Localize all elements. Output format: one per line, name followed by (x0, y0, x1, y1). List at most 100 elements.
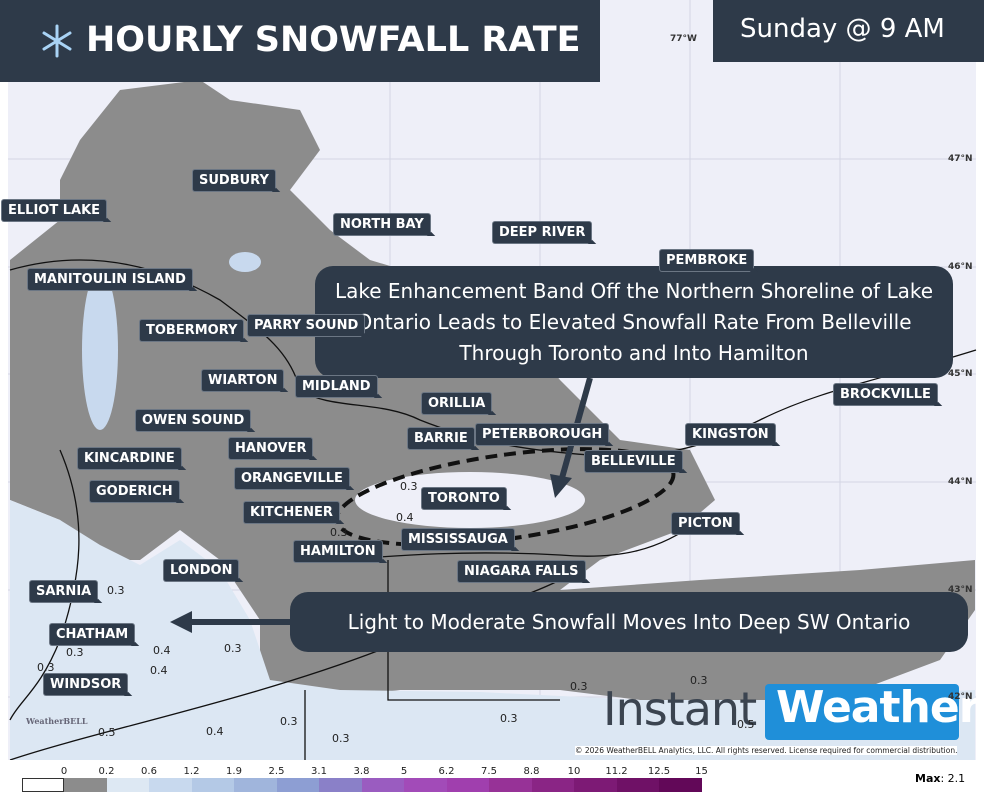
legend-tick-label: 0.6 (141, 766, 157, 777)
legend-tick-label: 0 (60, 766, 68, 777)
legend-swatch (489, 778, 532, 792)
map-value: 0.3 (690, 674, 708, 687)
city-label: WINDSOR (44, 674, 128, 695)
map-value: 0.3 (332, 732, 350, 745)
city-label: ELLIOT LAKE (2, 200, 107, 221)
legend-tick-label: 3.1 (311, 766, 327, 777)
legend-swatch (276, 778, 319, 792)
lake-band (229, 252, 261, 272)
legend-swatch (319, 778, 362, 792)
map-value: 0.4 (206, 725, 224, 738)
map-value: 0.3 (330, 526, 348, 539)
legend-tick-label: 3.8 (353, 766, 370, 777)
city-label: KITCHENER (244, 502, 339, 523)
map-value: 0.3 (570, 680, 588, 693)
city-label: PEMBROKE (660, 250, 754, 271)
city-label: GODERICH (90, 481, 179, 502)
legend-swatch (574, 778, 617, 792)
city-label: KINCARDINE (78, 448, 181, 469)
city-label: PICTON (672, 513, 739, 534)
legend-tick-label: 2.5 (268, 766, 285, 777)
city-label: HANOVER (229, 438, 313, 459)
legend-tick-label: 5 (400, 766, 408, 777)
legend-tick-label: 1.2 (183, 766, 200, 777)
legend-tick-label: 6.2 (438, 766, 455, 777)
legend-swatch (191, 778, 234, 792)
map-value: 0.3 (280, 715, 298, 728)
map-value: 0.3 (37, 661, 55, 674)
city-label: HAMILTON (294, 541, 382, 562)
city-label: ORILLIA (422, 393, 492, 414)
city-label: LONDON (164, 560, 239, 581)
grid-label: 42°N (948, 692, 973, 702)
grid-label: 45°N (948, 369, 973, 379)
title-box (0, 0, 600, 82)
map-value: 0.4 (396, 511, 414, 524)
small-logo: WeatherBELL (26, 716, 88, 726)
city-label: BARRIE (408, 428, 474, 449)
city-label: MIDLAND (296, 376, 377, 397)
legend-swatch (446, 778, 489, 792)
city-label: OWEN SOUND (136, 410, 251, 431)
max-readout: Max: 2.1 (915, 772, 965, 785)
snow-area-blue (10, 500, 975, 760)
city-label: NORTH BAY (334, 214, 430, 235)
legend-tick-label: 1.9 (226, 766, 242, 777)
legend-tick-label: 8.8 (523, 766, 540, 777)
city-label: ORANGEVILLE (235, 468, 349, 489)
map-value: 0.3 (400, 480, 418, 493)
legend-swatch (404, 778, 447, 792)
map-value: 0.3 (107, 584, 125, 597)
annotation: Light to Moderate Snowfall Moves Into De… (290, 592, 968, 652)
logo-text: Weather (776, 682, 980, 733)
map-value: 0.3 (66, 646, 84, 659)
legend-tick-label: 11.2 (605, 766, 628, 777)
legend-swatch (616, 778, 659, 792)
legend-tick-label: 12.5 (647, 766, 671, 777)
grid-label: 77°W (670, 34, 697, 44)
max-label: Max (915, 772, 941, 785)
legend-tick-label: 7.5 (481, 766, 497, 777)
legend-swatch (106, 778, 149, 792)
map-value: 0.3 (224, 642, 242, 655)
city-label: WIARTON (202, 370, 284, 391)
grid-label: 47°N (948, 154, 973, 164)
map-value: 0.4 (153, 644, 171, 657)
legend-swatch (659, 778, 702, 792)
city-label: TORONTO (422, 488, 506, 509)
grid-label: 46°N (948, 262, 973, 272)
city-label: TOBERMORY (140, 320, 244, 341)
city-label: BROCKVILLE (834, 384, 937, 405)
logo-box (765, 684, 959, 740)
city-label: SUDBURY (193, 170, 275, 191)
legend-swatch (531, 778, 574, 792)
legend-bar (22, 778, 64, 792)
snowflake-icon (42, 24, 72, 58)
legend-tick-label: 10 (567, 766, 581, 777)
grid-label: 44°N (948, 477, 973, 487)
time-box (713, 0, 984, 62)
logo-text: Instant (603, 682, 757, 736)
city-label: PETERBOROUGH (476, 424, 609, 445)
city-label: CHATHAM (50, 624, 135, 645)
legend-tick-label: 0.2 (98, 766, 115, 777)
city-label: MISSISSAUGA (402, 529, 514, 550)
snow-area-light (10, 80, 975, 700)
legend-swatch (149, 778, 192, 792)
city-label: KINGSTON (686, 424, 775, 445)
city-label: BELLEVILLE (585, 451, 682, 472)
city-label: SARNIA (30, 581, 98, 602)
arrow-head (550, 474, 572, 498)
lake-band (82, 270, 118, 430)
title: HOURLY SNOWFALL RATE (86, 20, 581, 60)
map-value: 0.4 (150, 664, 168, 677)
arrow-head (170, 611, 192, 633)
map-value: 0.3 (500, 712, 518, 725)
copyright: © 2026 WeatherBELL Analytics, LLC. All r… (575, 746, 958, 755)
time: Sunday @ 9 AM (740, 14, 945, 44)
city-label: MANITOULIN ISLAND (28, 269, 192, 290)
annotation: Lake Enhancement Band Off the Northern S… (315, 266, 953, 378)
map-value: 0.5 (98, 726, 116, 739)
legend-swatch (64, 778, 107, 792)
